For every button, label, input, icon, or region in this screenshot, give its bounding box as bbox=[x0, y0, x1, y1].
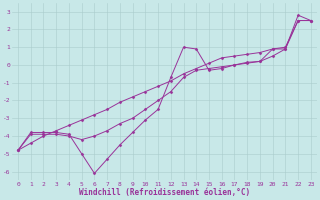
X-axis label: Windchill (Refroidissement éolien,°C): Windchill (Refroidissement éolien,°C) bbox=[79, 188, 250, 197]
